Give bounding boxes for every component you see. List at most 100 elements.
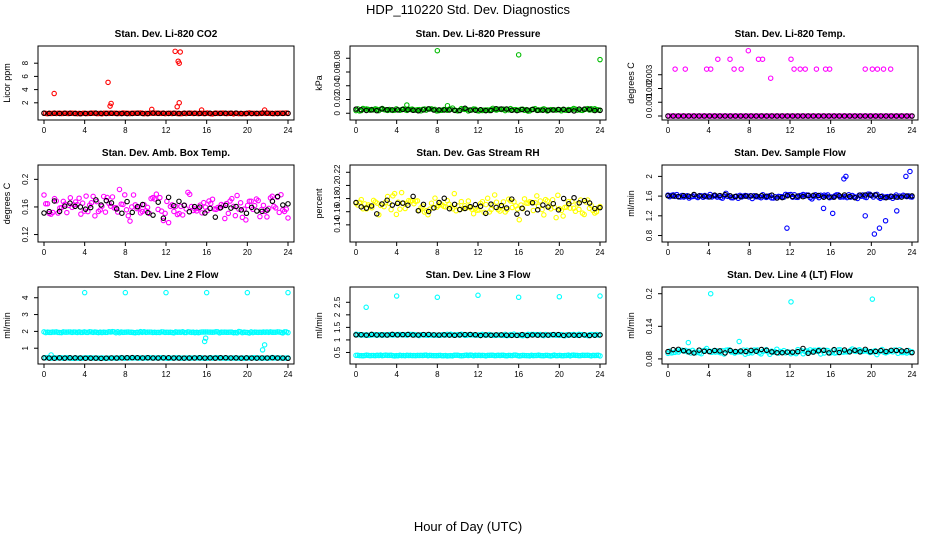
data-point bbox=[248, 198, 254, 204]
data-point-black bbox=[171, 202, 177, 209]
data-point-black bbox=[488, 332, 494, 338]
data-point-black bbox=[560, 106, 567, 113]
data-point-black bbox=[467, 331, 473, 338]
x-tick-label: 24 bbox=[908, 126, 917, 135]
y-tick-label: 1.6 bbox=[645, 190, 654, 202]
data-point-black bbox=[264, 355, 270, 361]
data-point-black bbox=[867, 113, 874, 119]
data-point bbox=[81, 289, 88, 296]
data-point-black bbox=[467, 203, 473, 210]
data-point bbox=[483, 201, 489, 208]
data-point-black bbox=[233, 355, 239, 361]
data-point-black bbox=[581, 332, 588, 338]
data-point-black bbox=[379, 106, 385, 112]
data-point-black bbox=[763, 113, 770, 119]
data-point bbox=[560, 213, 566, 219]
data-point-black bbox=[124, 355, 130, 361]
data-point-black bbox=[108, 200, 115, 206]
data-point bbox=[548, 332, 554, 338]
data-point bbox=[432, 195, 438, 201]
data-point bbox=[234, 192, 240, 199]
data-point bbox=[772, 113, 778, 119]
data-point-black bbox=[394, 107, 401, 113]
data-point bbox=[264, 214, 270, 220]
data-point bbox=[151, 196, 158, 202]
data-point-black bbox=[113, 355, 120, 361]
data-point bbox=[116, 186, 123, 193]
data-point bbox=[812, 113, 819, 119]
data-point-black bbox=[841, 113, 848, 119]
data-point-black bbox=[160, 215, 167, 221]
data-point bbox=[391, 331, 398, 338]
data-point-black bbox=[243, 210, 250, 217]
data-point-black bbox=[514, 107, 520, 114]
data-points bbox=[41, 289, 291, 362]
data-point bbox=[521, 352, 528, 359]
data-point bbox=[738, 66, 744, 72]
data-point-black bbox=[550, 331, 557, 338]
chart-panel-5: Stan. Dev. Gas Stream RH percent 0 4 8 12 16 20… bbox=[314, 148, 607, 257]
data-point-black bbox=[826, 350, 832, 356]
data-point-black bbox=[503, 106, 510, 112]
data-point bbox=[688, 113, 694, 119]
y-tick-label: 4 bbox=[21, 295, 30, 300]
data-point bbox=[791, 66, 797, 72]
data-point-black bbox=[831, 346, 837, 353]
data-point-black bbox=[269, 110, 276, 117]
data-point-black bbox=[508, 107, 515, 114]
data-point bbox=[470, 210, 477, 217]
data-point bbox=[581, 211, 587, 218]
data-point bbox=[418, 331, 424, 338]
data-point bbox=[597, 353, 603, 359]
x-tick-label: 24 bbox=[596, 370, 605, 379]
data-point-black bbox=[129, 110, 136, 117]
data-point bbox=[829, 210, 836, 217]
data-point-black bbox=[748, 347, 754, 354]
data-point-black bbox=[867, 192, 874, 198]
data-point-black bbox=[82, 206, 89, 212]
data-points bbox=[353, 47, 603, 114]
data-point-black bbox=[841, 347, 848, 353]
data-point-black bbox=[498, 106, 505, 112]
data-point bbox=[255, 197, 261, 204]
data-points bbox=[41, 48, 291, 117]
data-point bbox=[865, 113, 871, 119]
data-point bbox=[439, 352, 445, 359]
panel-title: Stan. Dev. Li-820 Temp. bbox=[735, 29, 846, 40]
data-point-black bbox=[228, 205, 234, 211]
data-point bbox=[144, 204, 151, 211]
data-point bbox=[229, 195, 235, 202]
data-point-black bbox=[446, 107, 453, 113]
chart-panel-2: Stan. Dev. Li-820 Pressure kPa 0 4 8 12 16 20 24… bbox=[314, 29, 607, 135]
data-point bbox=[869, 66, 876, 72]
data-point-black bbox=[576, 106, 582, 112]
y-tick-label: 0.02 bbox=[333, 91, 342, 107]
data-point-black bbox=[545, 204, 551, 210]
data-point-black bbox=[217, 110, 224, 117]
data-point-black bbox=[446, 205, 453, 212]
x-tick-label: 8 bbox=[747, 126, 752, 135]
data-point bbox=[127, 355, 133, 361]
data-point bbox=[358, 196, 365, 203]
data-point-black bbox=[171, 110, 177, 117]
data-point-black bbox=[769, 113, 775, 119]
data-point-black bbox=[675, 346, 682, 353]
data-point bbox=[281, 329, 288, 335]
data-point-black bbox=[217, 355, 224, 361]
x-tick-label: 8 bbox=[747, 370, 752, 379]
data-point bbox=[572, 352, 579, 359]
y-tick-label: 2 bbox=[645, 174, 654, 179]
data-point-black bbox=[691, 350, 697, 356]
data-point-black bbox=[872, 113, 879, 119]
data-point bbox=[849, 113, 856, 119]
data-point-black bbox=[248, 204, 255, 211]
data-point-black bbox=[368, 203, 375, 209]
data-point-black bbox=[425, 331, 432, 338]
data-point-black bbox=[410, 193, 416, 200]
data-point-black bbox=[238, 110, 245, 117]
data-point bbox=[146, 329, 153, 335]
x-tick-label: 20 bbox=[243, 370, 252, 379]
data-point-black bbox=[457, 107, 463, 114]
y-tick-label: 0.001 bbox=[645, 92, 654, 113]
